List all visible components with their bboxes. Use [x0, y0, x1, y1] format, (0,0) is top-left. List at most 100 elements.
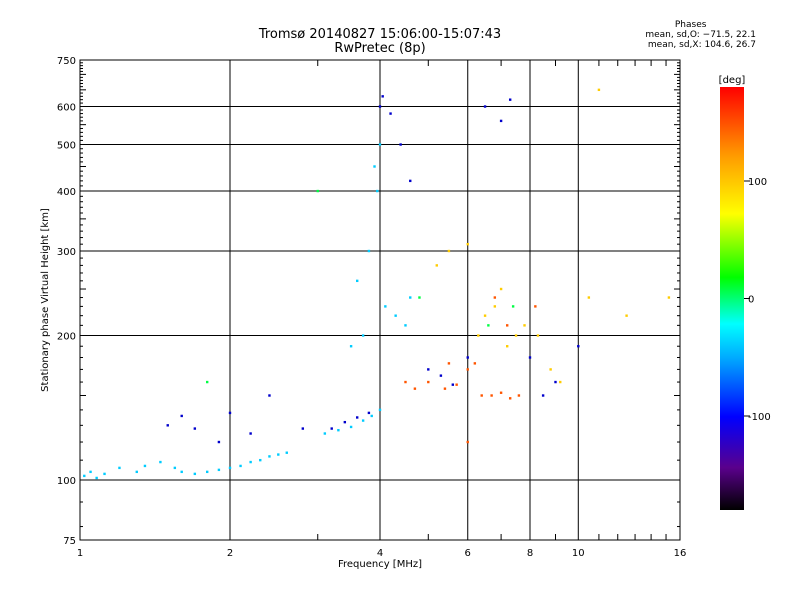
data-point — [427, 368, 430, 371]
data-point — [205, 470, 209, 474]
data-point — [466, 356, 469, 359]
data-point — [193, 427, 197, 430]
data-point — [249, 432, 252, 435]
data-point — [217, 468, 221, 472]
x-tick-label: 10 — [572, 548, 585, 559]
colorbar-label: [deg] — [719, 75, 746, 86]
y-tick-label: 200 — [57, 332, 76, 343]
data-point — [490, 394, 493, 397]
colorbar-tick-label: 100 — [748, 177, 767, 188]
colorbar-ticks: 100 0 -100 — [744, 177, 771, 423]
data-point — [180, 470, 183, 474]
data-point — [316, 189, 319, 193]
data-point — [455, 383, 458, 386]
data-point — [239, 464, 242, 468]
y-tick-label: 400 — [57, 187, 76, 198]
y-axis-ticks: 75 100 200 300 400 500 600 750 — [57, 56, 680, 547]
data-point — [443, 387, 447, 390]
data-point — [528, 356, 532, 359]
data-point — [483, 314, 487, 317]
data-point — [159, 460, 162, 464]
plot-frame — [79, 59, 681, 541]
data-point — [413, 387, 417, 390]
data-point — [378, 143, 382, 146]
data-point — [376, 189, 379, 193]
data-point — [143, 464, 147, 468]
data-point — [505, 324, 509, 327]
phase-stats: Phases mean, sd,O: −71.5, 22.1 mean, sd,… — [645, 20, 756, 50]
y-tick-label: 750 — [57, 56, 76, 67]
colorbar-tick-label: 0 — [748, 295, 754, 306]
data-point — [493, 296, 497, 299]
data-point — [473, 362, 477, 365]
data-point — [361, 419, 365, 422]
data-point — [517, 394, 521, 397]
data-point — [355, 416, 359, 419]
data-point — [466, 368, 469, 371]
data-point — [483, 105, 487, 108]
data-point — [508, 98, 512, 101]
x-tick-label: 16 — [674, 548, 687, 559]
data-point — [466, 440, 469, 444]
data-point — [404, 380, 407, 384]
x-axis-label: Frequency [MHz] — [338, 559, 422, 570]
data-point — [135, 470, 138, 474]
x-tick-label: 1 — [77, 548, 83, 559]
data-point — [597, 88, 601, 92]
data-point — [381, 95, 384, 98]
data-point — [554, 380, 557, 384]
data-point — [394, 314, 397, 317]
data-point — [514, 334, 518, 337]
data-point — [349, 345, 353, 348]
data-point — [355, 279, 359, 283]
y-axis-label: Stationary phase Virtual Height [km] — [40, 208, 51, 392]
colorbar: [deg] 100 0 -100 — [719, 75, 771, 510]
data-point — [549, 368, 552, 371]
data-point — [480, 394, 483, 397]
data-point — [301, 427, 305, 430]
data-point — [447, 249, 451, 253]
data-point — [404, 324, 407, 327]
data-point — [389, 112, 392, 115]
data-point — [349, 425, 353, 429]
data-point — [337, 429, 340, 432]
data-point — [587, 296, 591, 299]
y-tick-label: 75 — [63, 536, 76, 547]
data-point — [559, 380, 562, 384]
y-tick-label: 600 — [57, 103, 76, 114]
data-point — [534, 305, 537, 308]
data-point — [249, 460, 252, 464]
data-point — [418, 296, 421, 299]
data-point — [205, 380, 209, 384]
data-point — [409, 296, 412, 299]
phase-stats-x-mode: mean, sd,X: 104.6, 26.7 — [647, 40, 756, 50]
data-point — [451, 383, 455, 386]
colorbar-gradient — [720, 87, 744, 510]
phase-stats-header: Phases — [674, 20, 707, 30]
data-point — [427, 380, 430, 384]
grid-lines — [80, 60, 680, 540]
data-point — [536, 334, 540, 337]
data-point — [228, 466, 232, 470]
scatter-points — [83, 88, 671, 480]
data-point — [487, 324, 490, 327]
data-point — [277, 453, 280, 456]
data-point — [384, 305, 387, 308]
data-point — [625, 314, 628, 317]
data-point — [361, 334, 365, 337]
data-point — [493, 305, 497, 308]
data-point — [89, 470, 92, 474]
data-point — [180, 414, 183, 418]
data-point — [378, 408, 382, 412]
data-point — [505, 345, 509, 348]
data-point — [508, 397, 512, 400]
data-point — [439, 374, 443, 377]
data-point — [499, 391, 503, 394]
data-point — [435, 264, 438, 267]
data-point — [399, 143, 402, 146]
data-point — [367, 411, 371, 415]
data-point — [370, 414, 373, 418]
data-point — [667, 296, 671, 299]
chart-title: Tromsø 20140827 15:06:00-15:07:43 — [258, 27, 502, 42]
data-point — [259, 458, 262, 462]
